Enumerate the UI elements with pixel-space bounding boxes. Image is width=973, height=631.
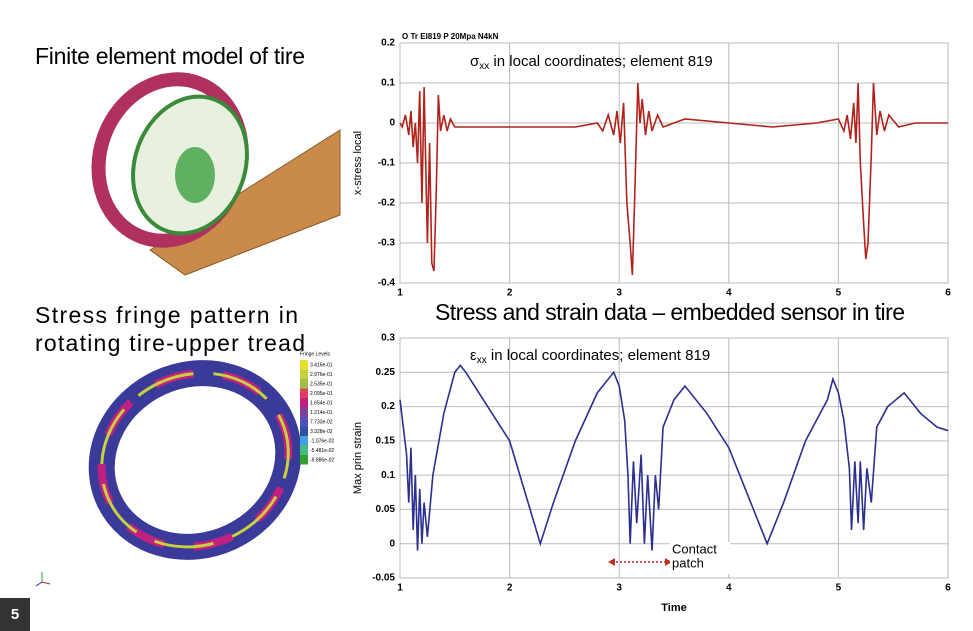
fringe-swatch (300, 379, 308, 389)
title-part: xx (477, 355, 487, 366)
y-tick-label: 0.2 (381, 401, 395, 412)
x-tick-label: 3 (616, 288, 622, 299)
fringe-legend-title: Fringe Levels (300, 351, 331, 357)
fringe-level: 3.328e-02 (310, 429, 333, 435)
run-label: O Tr El819 P 20Mpa N4kN (402, 32, 499, 41)
x-tick-label: 4 (726, 583, 732, 594)
fringe-level: 2.095e-01 (310, 391, 333, 397)
fringe-swatch (300, 446, 308, 456)
y-tick-label: 0.15 (376, 435, 396, 446)
y-tick-label: 0.1 (381, 470, 395, 481)
fringe-swatch (300, 360, 308, 370)
y-tick-label: 0 (389, 118, 395, 129)
title-part: in local coordinates; element 819 (489, 53, 712, 70)
annotation: patch (672, 555, 704, 570)
fringe-title: Stress fringe pattern in (35, 302, 298, 328)
fringe-level: 1.214e-01 (310, 410, 333, 416)
chart-title: σxx in local coordinates; element 819 (470, 53, 713, 72)
fringe-swatch (300, 370, 308, 380)
y-tick-label: 0.05 (376, 504, 396, 515)
tire-fringe (73, 343, 317, 577)
y-tick-label: 0.3 (381, 333, 395, 344)
fringe-level: -9.886e-02 (310, 457, 334, 463)
axis-triad (36, 572, 50, 586)
tire-model (76, 59, 340, 275)
x-tick-label: 3 (616, 583, 622, 594)
y-axis-label: x-stress local (352, 131, 364, 195)
page: Finite element model of tire Stress frin… (0, 0, 973, 631)
y-tick-label: -0.4 (378, 278, 396, 289)
fringe-level: 1.654e-01 (310, 400, 333, 406)
fringe-swatch (300, 408, 308, 418)
figure: Finite element model of tire Stress frin… (0, 0, 973, 631)
x-tick-label: 1 (397, 288, 403, 299)
fringe-swatch (300, 389, 308, 399)
y-tick-label: 0.25 (376, 367, 396, 378)
fringe-legend: Fringe Levels 3.416e-01 2.976e-01 2.535e-0… (300, 351, 334, 464)
y-axis-label: Max prin strain (352, 422, 364, 494)
x-tick-label: 5 (836, 583, 842, 594)
fringe-level: -5.481e-02 (310, 448, 334, 454)
y-tick-label: -0.3 (378, 238, 396, 249)
fringe-title: rotating tire-upper tread (35, 330, 305, 356)
x-tick-label: 4 (726, 288, 732, 299)
y-tick-label: 0.2 (381, 38, 395, 49)
fringe-level: 7.733e-02 (310, 419, 333, 425)
chart-title: εxx in local coordinates; element 819 (470, 347, 710, 366)
x-tick-label: 6 (945, 583, 951, 594)
fringe-swatch (300, 417, 308, 427)
fringe-swatch (300, 455, 308, 465)
title-part: xx (479, 61, 489, 72)
fringe-level: 2.535e-01 (310, 381, 333, 387)
fringe-swatch (300, 398, 308, 408)
x-axis-label: Time (661, 602, 686, 614)
x-tick-label: 2 (507, 288, 513, 299)
y-tick-label: 0 (389, 538, 395, 549)
x-tick-label: 1 (397, 583, 403, 594)
fringe-swatch (300, 436, 308, 446)
fringe-level: 2.976e-01 (310, 372, 333, 378)
y-tick-label: -0.1 (378, 158, 396, 169)
y-tick-label: -0.2 (378, 198, 396, 209)
x-tick-label: 2 (507, 583, 513, 594)
y-tick-label: -0.05 (372, 573, 395, 584)
model-title: Finite element model of tire (35, 43, 305, 69)
fringe-swatch (300, 427, 308, 437)
fringe-level: -1.076e-02 (310, 438, 334, 444)
x-tick-label: 6 (945, 288, 951, 299)
fringe-level: 3.416e-01 (310, 362, 333, 368)
y-tick-label: 0.1 (381, 78, 395, 89)
title-part: in local coordinates; element 819 (487, 347, 710, 364)
annotation: Contact (672, 541, 717, 556)
x-tick-label: 5 (836, 288, 842, 299)
heading: Stress and strain data – embedded sensor… (435, 299, 905, 325)
figure-number: 5 (11, 606, 19, 623)
